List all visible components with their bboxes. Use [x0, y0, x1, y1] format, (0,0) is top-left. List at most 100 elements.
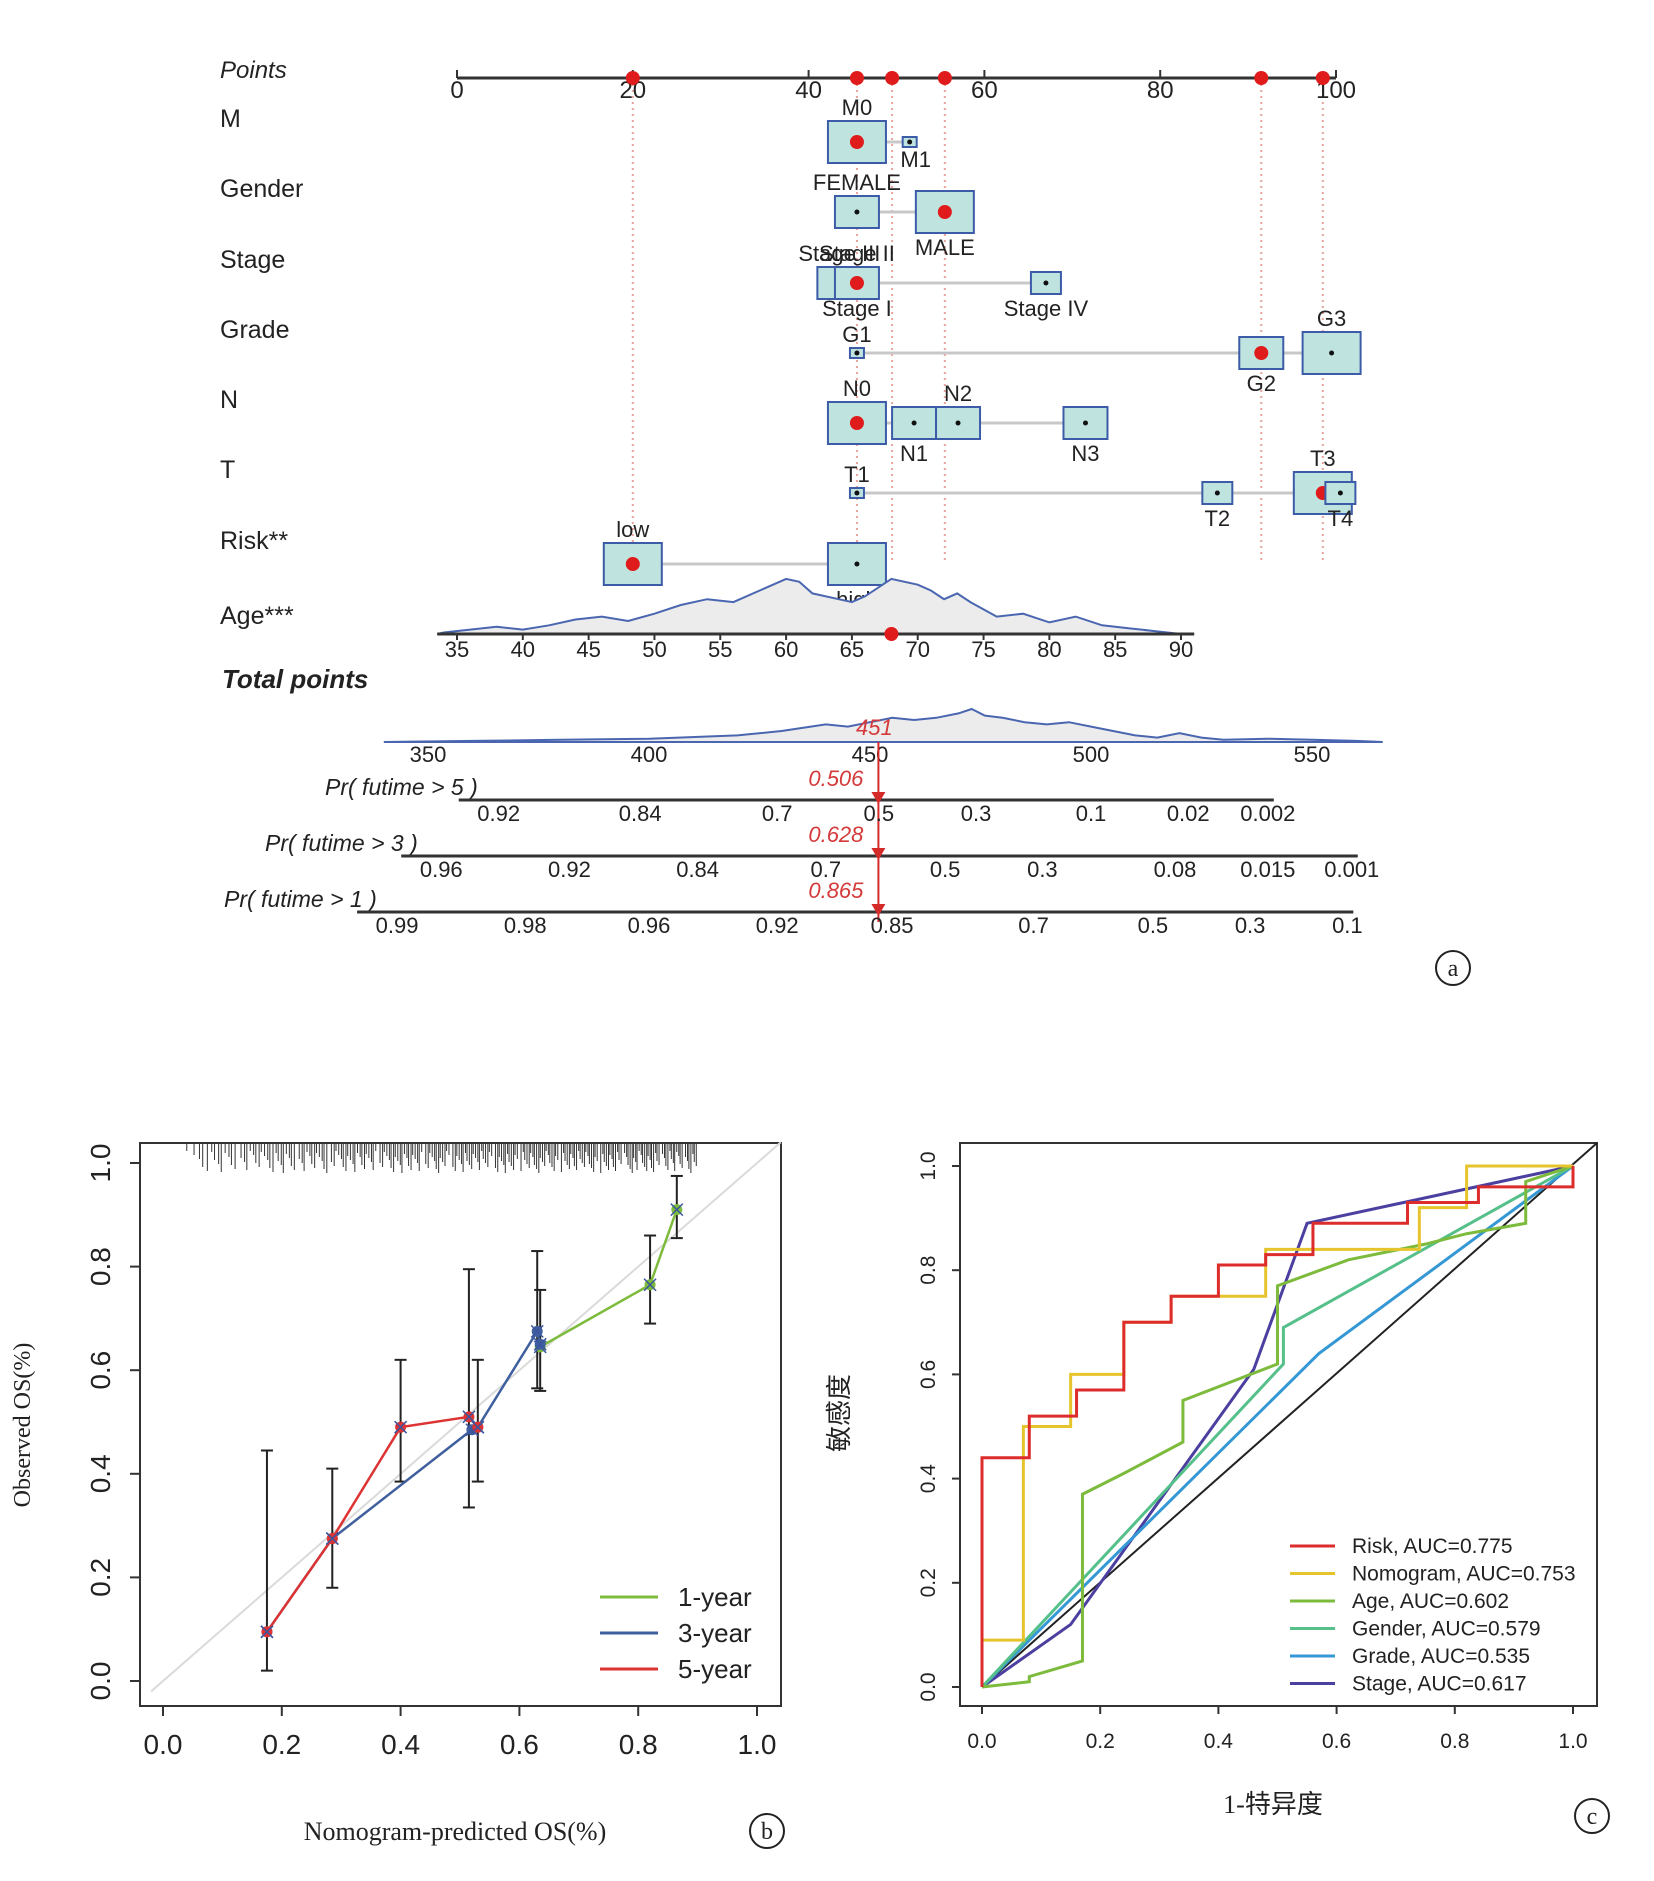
age-tick-label: 70 — [905, 637, 929, 662]
level-dot — [907, 139, 913, 145]
probability-label: Pr( futime > 3 ) — [265, 830, 418, 856]
total-points-label: Total points — [222, 664, 368, 694]
variable-row-grade: Grade G1 G2 G3 — [220, 306, 1362, 396]
level-label: Stage IV — [1004, 296, 1089, 321]
probability-tick-label: 0.99 — [376, 913, 419, 938]
panel-label-b: b — [761, 1819, 773, 1845]
legend-label: Gender, AUC=0.579 — [1352, 1618, 1541, 1641]
error-bars-1-year — [534, 1174, 683, 1392]
age-density — [437, 577, 1195, 635]
series-line — [265, 1328, 542, 1633]
y-tick-label: 1.0 — [85, 1144, 116, 1183]
points-tick-label: 40 — [795, 77, 822, 104]
points-tick-label: 80 — [1147, 77, 1174, 104]
level-label: Stage II — [819, 241, 895, 266]
probability-tick-label: 0.5 — [930, 857, 961, 882]
selected-level-dot — [849, 416, 864, 430]
series-cross — [462, 1410, 476, 1424]
level-label: T4 — [1328, 506, 1354, 531]
roc-curve-age — [981, 1164, 1574, 1689]
level-label: Stage I — [822, 296, 892, 321]
panel-label-c: c — [1587, 1804, 1598, 1830]
series-cross — [260, 1625, 274, 1639]
level-box — [1301, 331, 1362, 375]
probability-arrow — [871, 904, 886, 916]
selected-level-dot — [1254, 346, 1269, 360]
level-dot — [854, 350, 860, 356]
x-tick-label: 0.4 — [1204, 1730, 1234, 1753]
x-tick-label: 0.0 — [144, 1729, 183, 1760]
legend-label: Grade, AUC=0.535 — [1352, 1645, 1530, 1668]
age-tick-label: 65 — [840, 637, 864, 662]
variable-row-n: N N0 N1 N2 N3 — [220, 376, 1109, 466]
y-tick-label: 0.4 — [85, 1454, 116, 1493]
legend-label: Nomogram, AUC=0.753 — [1352, 1563, 1576, 1586]
probability-axis-2: Pr( futime > 3 )0.96 0.92 0.84 0.7 0.5 0.3 0.0… — [265, 822, 1379, 882]
probability-tick-label: 0.96 — [420, 857, 463, 882]
level-dot — [1043, 280, 1049, 286]
series-cross — [670, 1203, 684, 1217]
legend: Risk, AUC=0.775 Nomogram, AUC=0.753 Age, A… — [1290, 1535, 1576, 1696]
age-tick-label: 85 — [1103, 637, 1127, 662]
probability-label: Pr( futime > 1 ) — [224, 886, 377, 912]
level-label: N1 — [900, 441, 928, 466]
variable-name: Stage — [220, 246, 285, 274]
selected-point-dot — [937, 71, 952, 85]
variable-name: Gender — [220, 175, 303, 203]
panel-label-circle — [749, 1813, 785, 1849]
level-dot — [1329, 350, 1335, 356]
age-tick-label: 55 — [708, 637, 732, 662]
series-3-year — [260, 1324, 547, 1639]
panel-label-a: a — [1448, 956, 1459, 982]
y-axis-label: Observed OS(%) — [10, 1343, 36, 1508]
series-cross — [530, 1324, 544, 1338]
level-dot — [955, 420, 961, 426]
roc-curve-gender — [980, 1164, 1574, 1689]
probability-tick-label: 0.3 — [1235, 913, 1266, 938]
selected-point-dot — [625, 71, 640, 85]
panel-labels: a b c — [749, 950, 1610, 1849]
points-tick-label: 60 — [971, 77, 998, 104]
variable-name: Risk** — [220, 527, 288, 555]
selected-age-dot — [884, 627, 899, 641]
legend-label: Risk, AUC=0.775 — [1352, 1535, 1513, 1558]
points-tick-label: 0 — [450, 77, 463, 104]
age-tick-label: 40 — [511, 637, 535, 662]
error-bars-3-year — [471, 1250, 544, 1483]
age-tick-label: 35 — [445, 637, 469, 662]
level-label: T3 — [1310, 446, 1336, 471]
y-tick-label: 0.6 — [85, 1351, 116, 1390]
series-cross — [471, 1420, 485, 1434]
level-dot — [854, 209, 860, 215]
roc-curve-stage — [981, 1164, 1574, 1689]
probability-tick-label: 0.02 — [1167, 801, 1210, 826]
y-tick-label: 0.0 — [917, 1672, 940, 1701]
variable-name: T — [220, 456, 235, 484]
legend: 1-year 3-year 5-year — [600, 1582, 752, 1684]
plot-frame — [139, 1142, 782, 1707]
probability-value-label: 0.506 — [808, 766, 864, 791]
probability-tick-label: 0.7 — [811, 857, 842, 882]
level-label: M1 — [900, 147, 931, 172]
level-label: T2 — [1204, 506, 1230, 531]
probability-tick-label: 0.08 — [1154, 857, 1197, 882]
variable-name: Grade — [220, 316, 289, 344]
probability-arrow — [871, 848, 886, 860]
reference-diagonal — [981, 1142, 1598, 1688]
probability-tick-label: 0.5 — [1138, 913, 1169, 938]
level-label: Stage III — [798, 241, 880, 266]
x-tick-label: 0.8 — [1440, 1730, 1469, 1753]
y-tick-label: 0.4 — [917, 1464, 940, 1494]
plot-frame — [959, 1142, 1598, 1707]
probability-arrow — [871, 792, 886, 804]
variable-name: M — [220, 105, 241, 133]
probability-tick-label: 0.7 — [1018, 913, 1049, 938]
legend-label: 3-year — [678, 1618, 752, 1648]
variable-row-m: M M0 M1 — [220, 95, 931, 172]
probability-tick-label: 0.92 — [756, 913, 799, 938]
selected-point-dot — [885, 71, 900, 85]
series-cross — [533, 1337, 547, 1351]
total-value-label: 451 — [856, 715, 893, 740]
y-axis-label: 敏感度 — [825, 1374, 854, 1452]
